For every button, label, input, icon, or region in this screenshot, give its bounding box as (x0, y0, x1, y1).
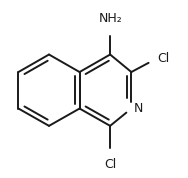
Text: N: N (133, 102, 143, 115)
Text: NH₂: NH₂ (98, 12, 122, 25)
Text: Cl: Cl (158, 52, 170, 65)
Text: Cl: Cl (104, 158, 116, 171)
